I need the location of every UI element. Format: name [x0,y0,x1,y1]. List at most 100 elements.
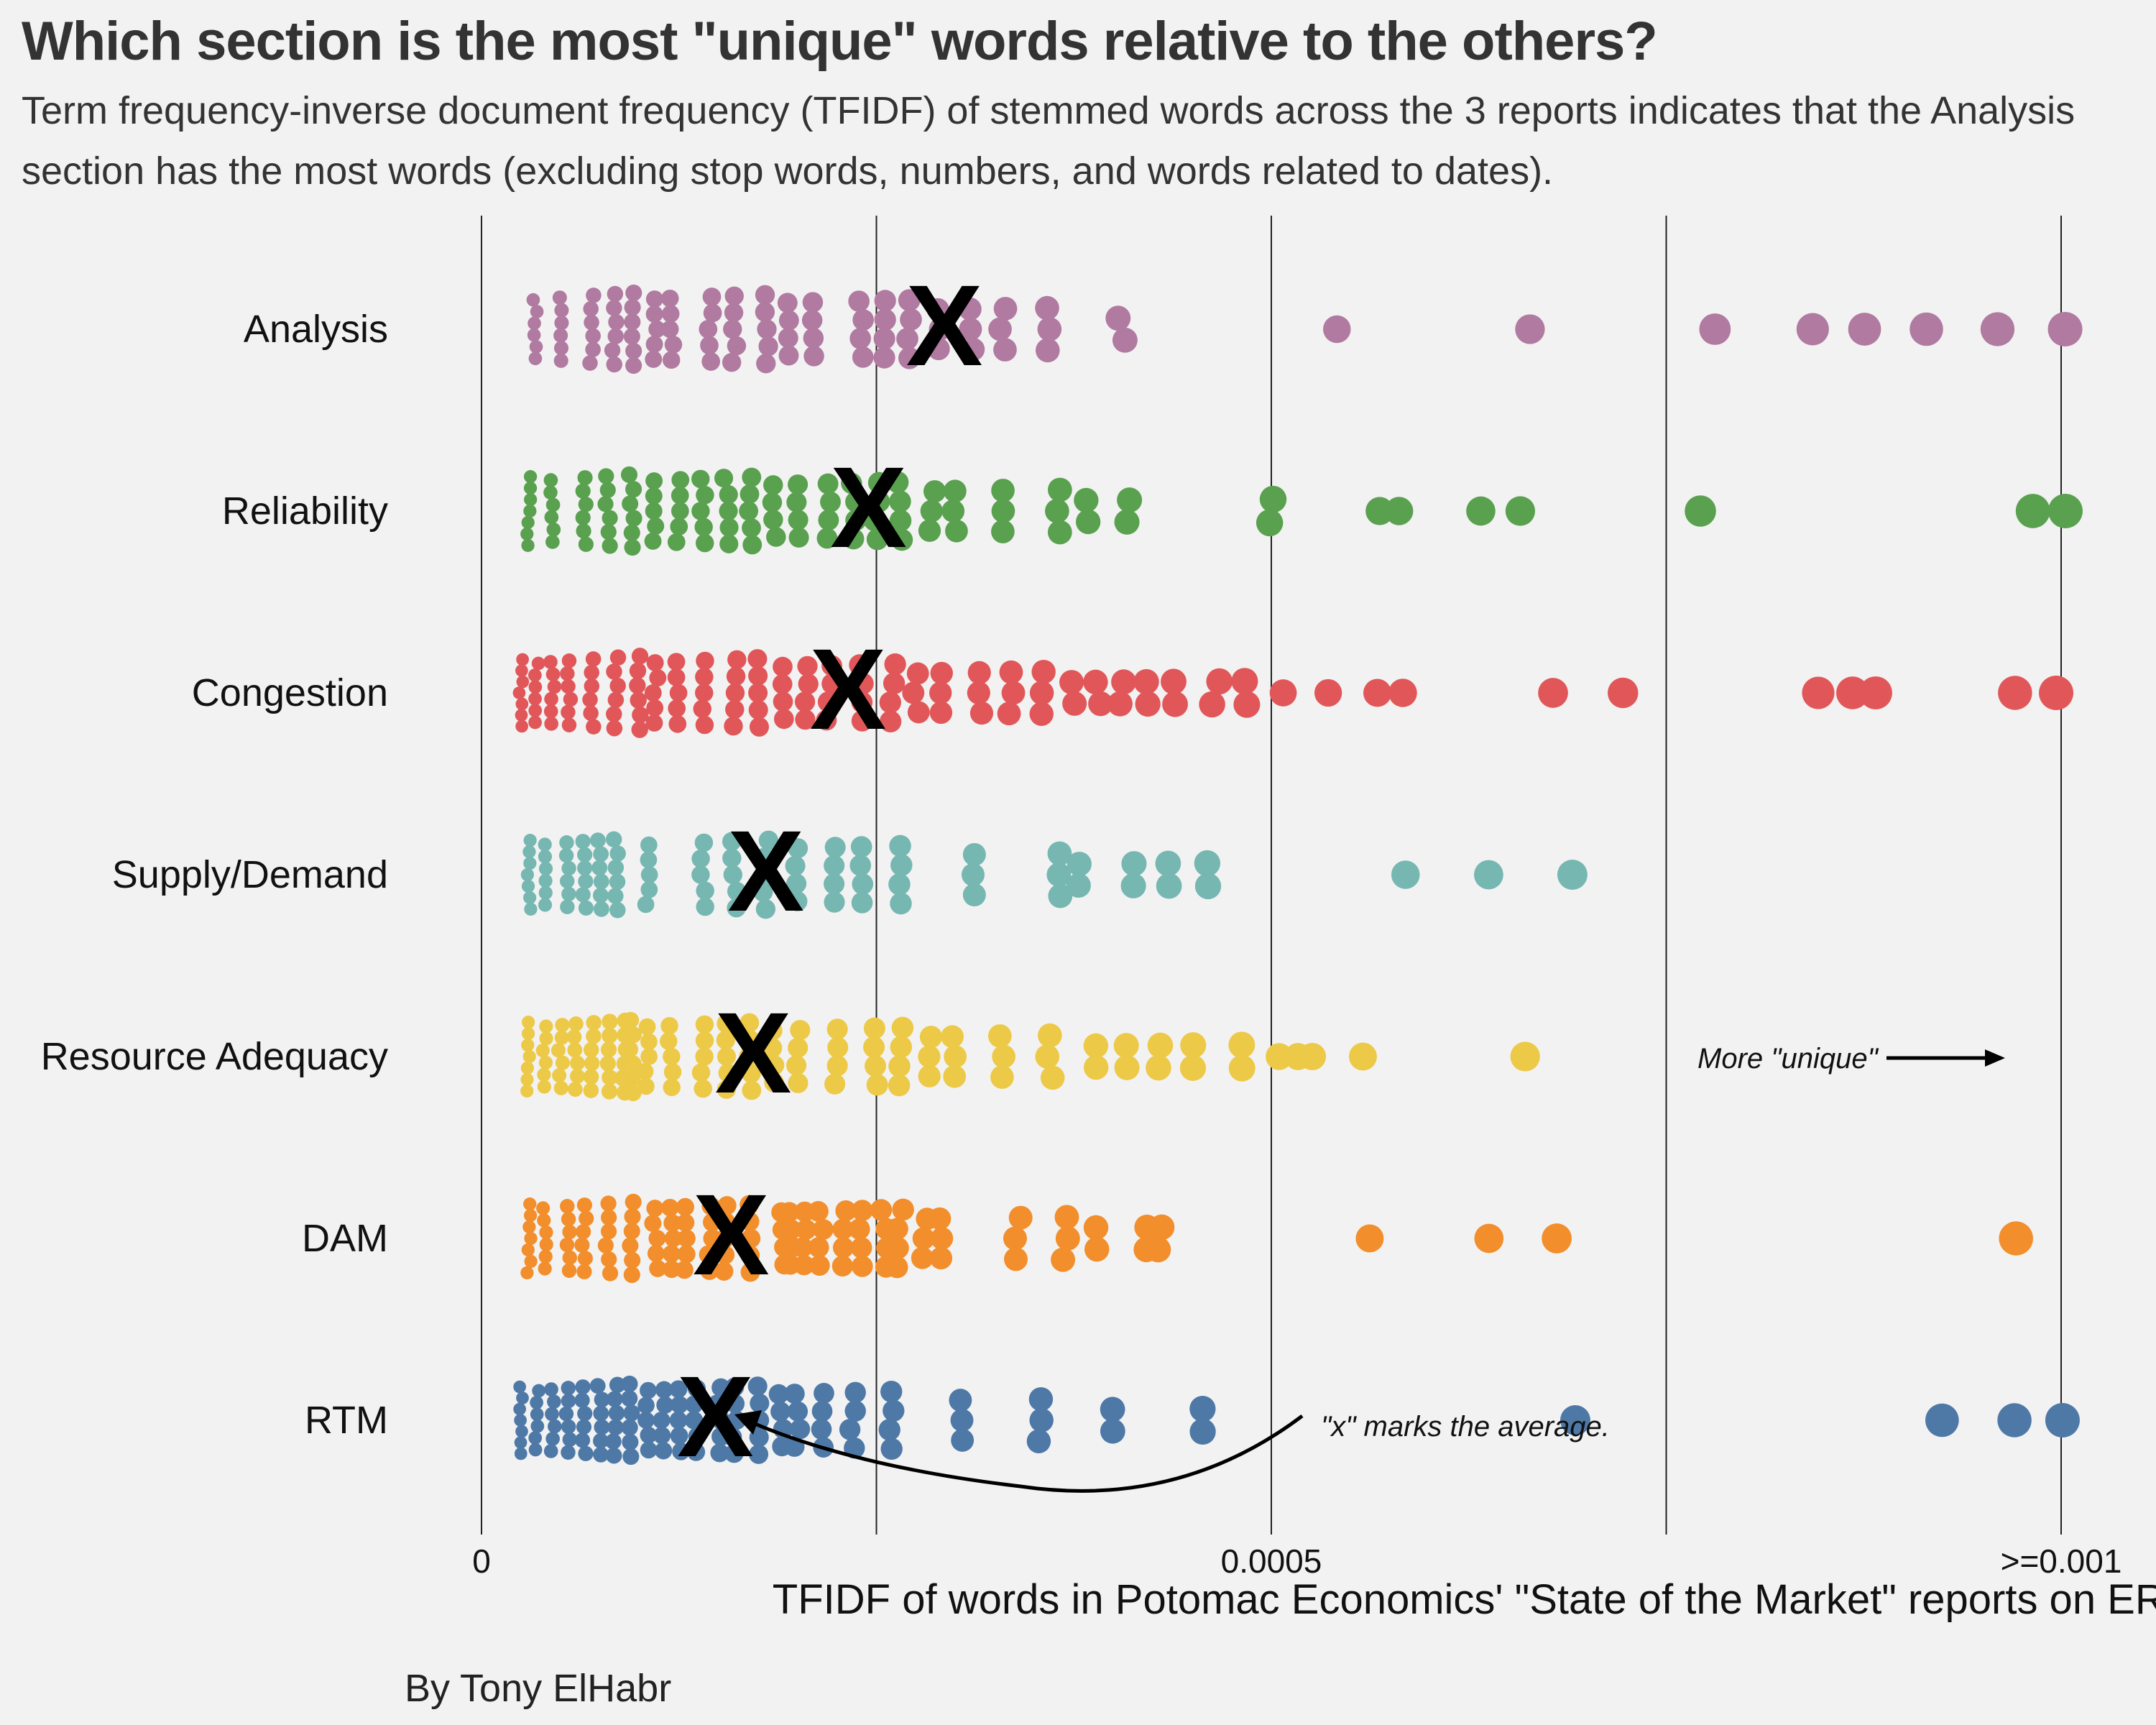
data-point [993,297,1018,321]
data-point [515,709,528,722]
data-point [1269,679,1297,707]
data-point [521,515,535,530]
data-point [1135,691,1161,717]
data-point [667,668,686,686]
data-point [640,1426,658,1444]
data-point [1233,691,1261,718]
data-point [529,340,543,354]
data-point [607,691,625,709]
data-point [719,518,739,537]
data-point [820,491,841,512]
data-point [1083,669,1108,695]
data-point [1083,1033,1109,1059]
data-point [584,678,600,694]
data-point [586,1015,602,1031]
data-point [991,520,1015,543]
data-point [1037,317,1062,341]
data-point [959,317,982,341]
data-point [567,1082,583,1097]
data-point [693,699,711,719]
data-point [584,1055,600,1072]
data-point [1162,691,1188,717]
data-point [1047,477,1072,502]
data-point [646,654,664,672]
data-point [585,328,601,344]
data-point [599,482,616,498]
data-point [962,842,986,866]
data-point [608,1404,625,1422]
data-point [593,1446,609,1463]
data-point [2015,494,2050,528]
data-point [671,486,689,505]
data-point [644,1215,662,1233]
direction-annotation: More "unique" [1697,1043,1879,1075]
data-point [722,353,742,372]
data-point [545,667,561,682]
data-point [598,468,614,484]
data-point [716,1213,736,1232]
data-point [851,710,873,732]
data-point [844,1400,866,1422]
data-point [668,714,687,733]
data-point [607,1391,623,1407]
data-point [622,495,639,512]
data-point [1075,509,1101,535]
data-point [702,288,722,306]
data-point [606,300,622,316]
data-point [824,855,845,876]
data-point [585,341,601,358]
data-point [788,510,808,530]
data-point [521,538,535,552]
data-point [813,1219,834,1240]
data-point [701,352,721,371]
data-point [879,691,901,714]
data-point [929,681,952,704]
data-point [602,510,618,526]
data-point [646,1200,664,1218]
data-point [865,1055,887,1077]
data-point [768,1384,789,1404]
data-point [888,1055,911,1077]
data-point [742,535,763,555]
data-point [667,653,686,671]
data-point [577,847,593,862]
data-point [699,320,718,339]
data-point [1066,873,1091,898]
data-point [788,1072,808,1093]
data-point [816,528,838,549]
data-point [754,865,774,885]
data-point [845,491,867,512]
data-point [991,479,1015,502]
data-point [1365,497,1394,525]
data-point [778,345,799,366]
data-point [548,1419,562,1434]
data-point [583,300,599,317]
data-point [670,1427,688,1445]
data-point [852,673,874,694]
data-point [663,1260,681,1279]
data-point [648,321,666,338]
data-point [886,1218,908,1240]
data-point [889,490,911,512]
data-point [568,1016,584,1031]
data-point [561,1419,576,1435]
data-point [528,680,543,694]
data-point [582,691,598,708]
data-point [559,1237,575,1253]
data-point [788,838,808,859]
data-point [785,855,806,876]
data-point [898,289,921,312]
data-point [885,1256,908,1279]
data-point [691,469,710,489]
data-point [844,1381,866,1404]
data-point [1029,681,1054,705]
data-point [691,865,710,884]
data-point [640,1033,658,1051]
data-point [576,523,591,539]
data-point [561,704,576,720]
data-point [844,1437,865,1459]
data-point [575,483,591,499]
data-point [662,351,681,369]
data-point [653,1427,671,1445]
data-point [668,699,686,718]
